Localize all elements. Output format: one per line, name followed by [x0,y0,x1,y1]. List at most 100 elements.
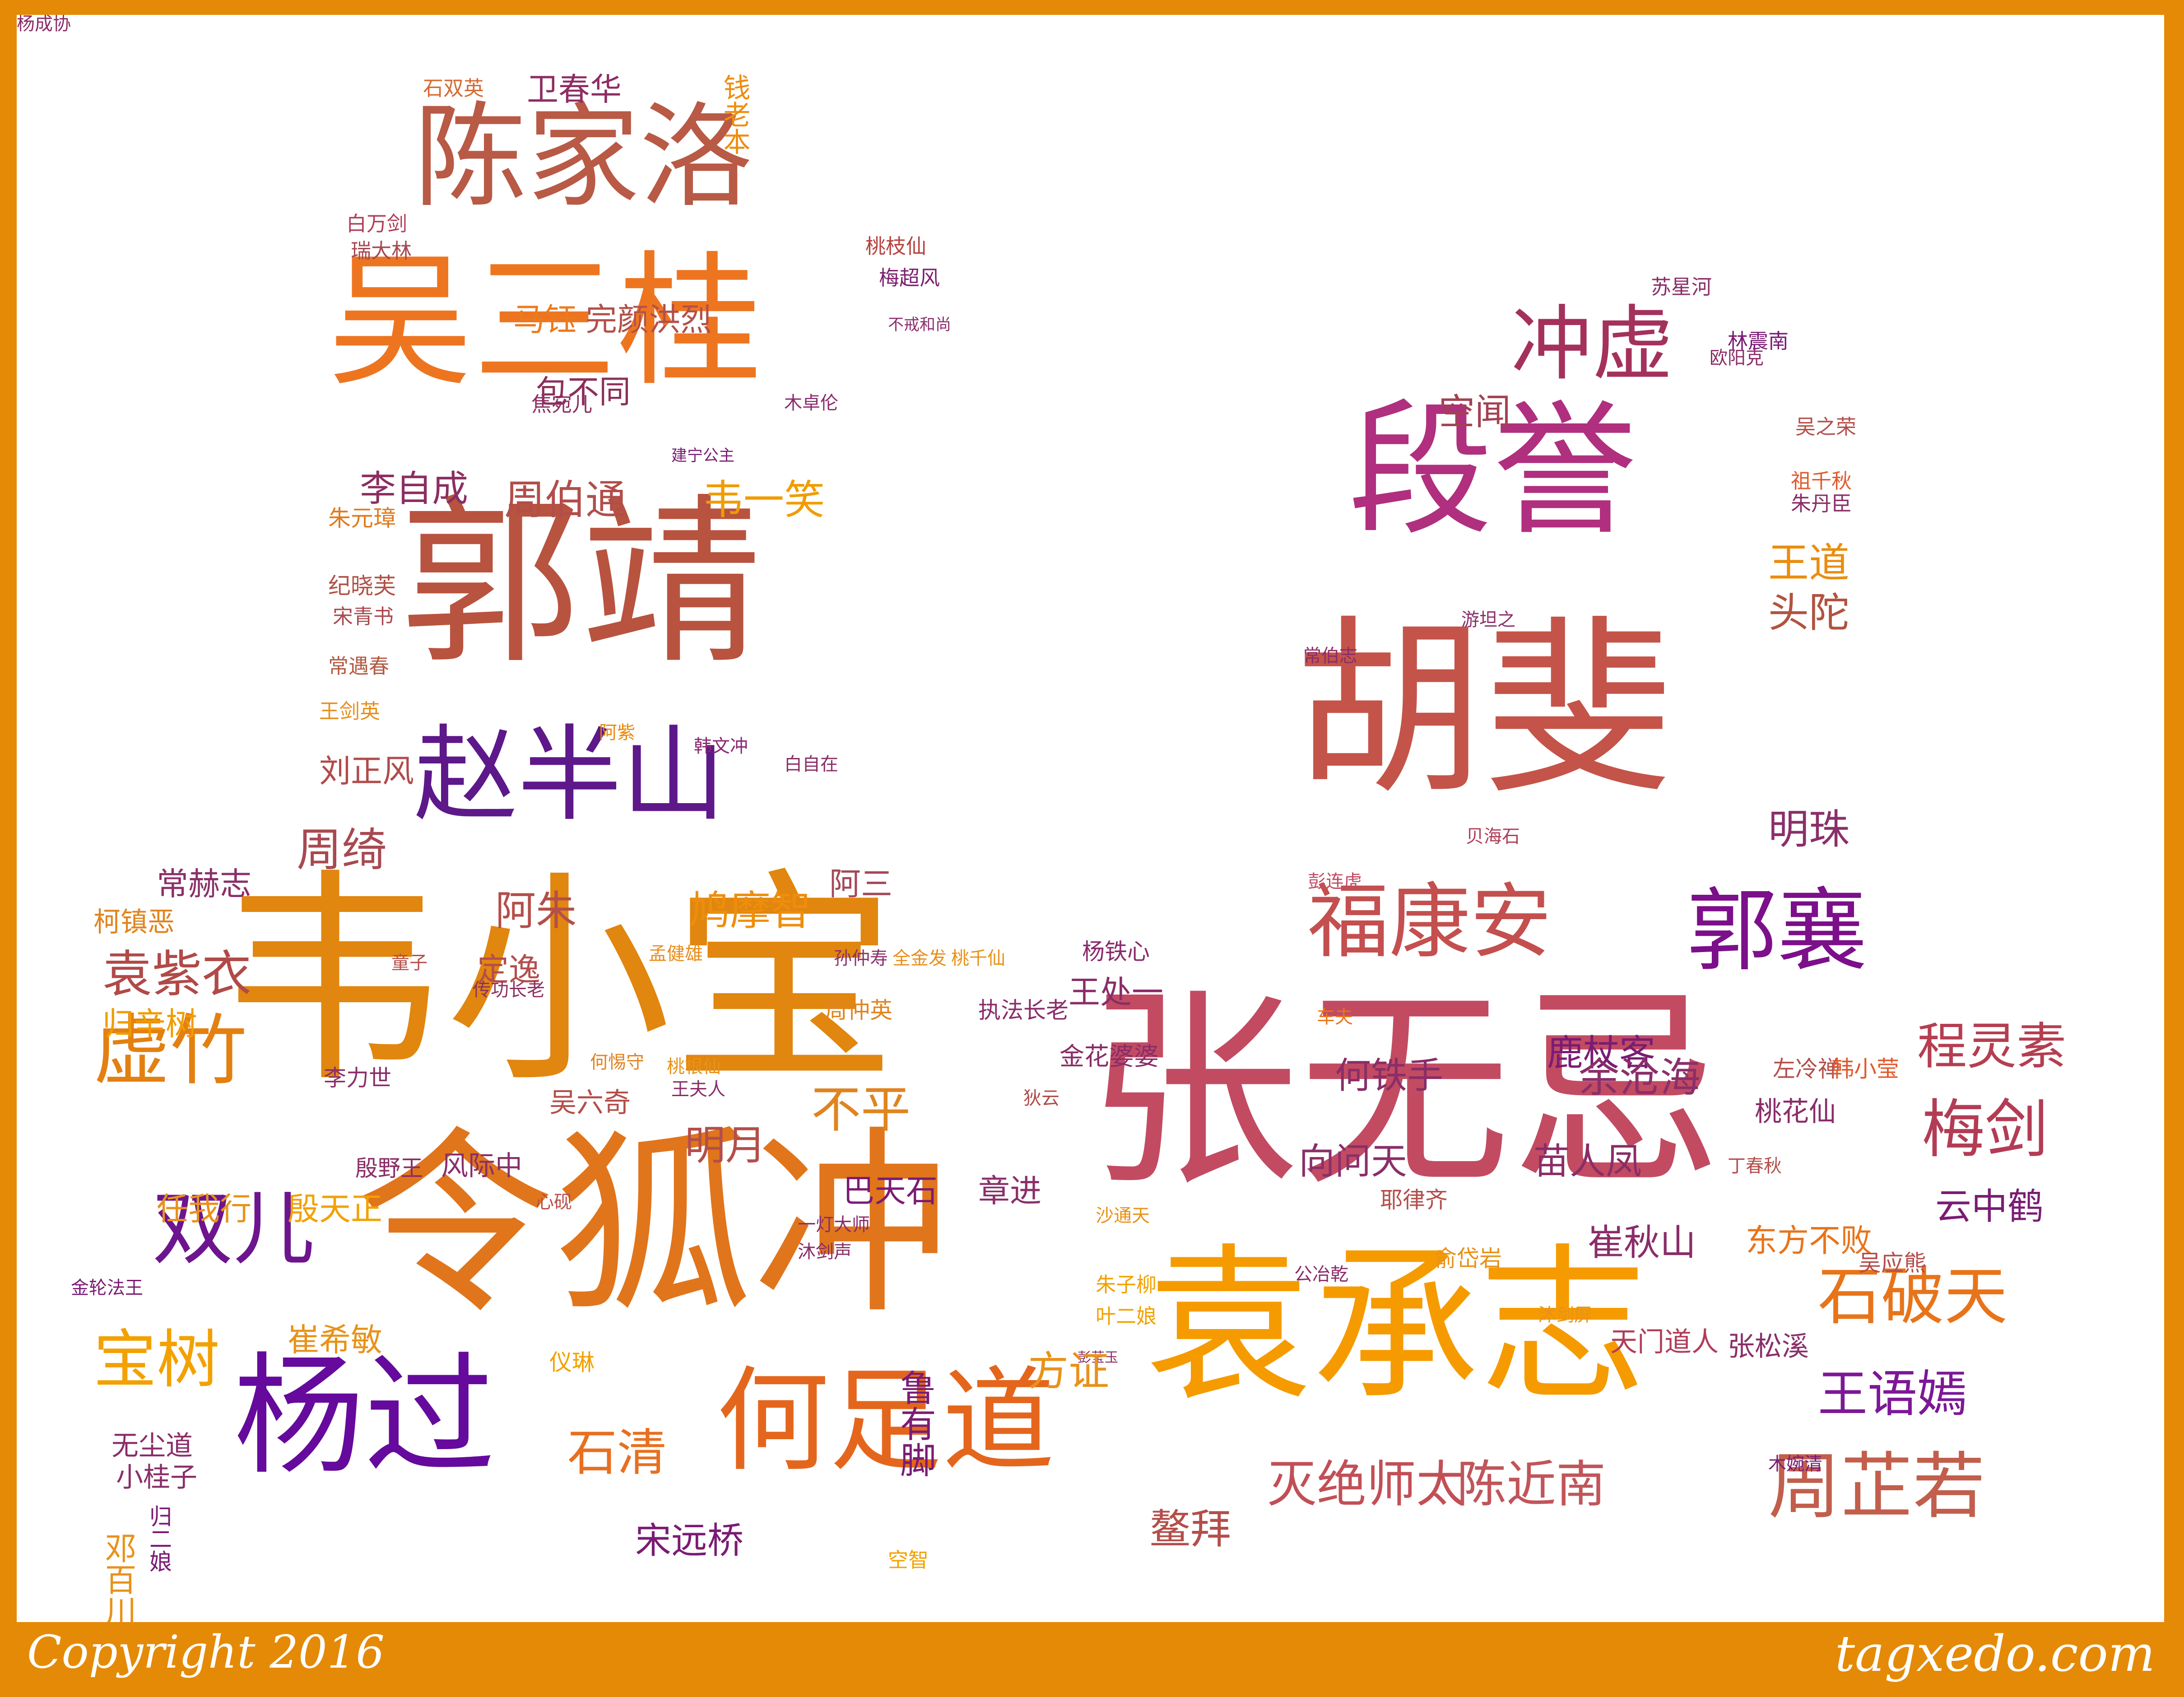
word-61: 阿三 [829,865,892,902]
word-4: 胡斐 [1294,600,1673,820]
word-1: 张无忌 [1087,968,1723,1215]
word-30: 头陀 [1768,589,1849,637]
word-98: 彭莹玉 [1078,1350,1118,1366]
word-120: 车夫 [1317,1007,1353,1027]
word-53: 阿紫 [599,722,635,743]
word-118: 鹿杖客 [1547,1032,1655,1074]
word-129: 耶律齐 [1380,1187,1448,1213]
word-57: 柯镇恶 [93,907,175,938]
word-106: 鳌拜 [1150,1506,1231,1553]
word-85: 任我行 [157,1190,251,1227]
word-88: 巴天石 [843,1172,938,1209]
word-123: 左冷禅 [1773,1056,1840,1082]
word-83: 殷野王 [355,1155,423,1181]
word-102: 小桂子 [116,1462,197,1493]
word-7: 段誉 [1348,387,1637,555]
word-52: 周绮 [297,823,387,876]
word-86: 殷天正 [288,1190,382,1227]
word-128: 丁春秋 [1728,1156,1782,1176]
word-95: 叶二娘 [1096,1304,1157,1328]
word-100: 方证 [1028,1348,1109,1395]
word-134: 东方不败 [1746,1222,1872,1259]
word-45: 建宁公主 [671,447,735,465]
word-60: 鸠摩智 [689,887,811,935]
word-2: 令狐冲 [355,1109,951,1340]
word-20: 宝树 [93,1323,220,1397]
word-5: 郭靖 [400,479,762,688]
word-110: 欧阳克 [1710,348,1764,368]
word-133: 崔秋山 [1588,1222,1696,1264]
word-122: 余沧海 [1579,1054,1701,1102]
word-125: 桃花仙 [1755,1096,1836,1128]
word-38: 白万剑 [346,212,408,236]
word-76: 桃根仙 [667,1056,721,1077]
word-111: 吴之荣 [1795,415,1857,439]
word-37: 石双英 [423,76,484,100]
word-22: 陈近南 [1457,1455,1606,1513]
word-75: 何惕守 [590,1052,644,1073]
word-40: 桃枝仙 [865,234,927,258]
word-69: 杨铁心 [1082,939,1150,965]
word-101: 无尘道 [112,1430,193,1462]
word-79: 吴六奇 [549,1087,631,1119]
word-51: 刘正风 [319,753,414,790]
word-135: 吴应熊 [1859,1250,1926,1276]
word-17: 周芷若 [1768,1444,1985,1529]
word-34: 包不同 [536,373,631,410]
word-68: 桃千仙 [951,948,1005,969]
word-0: 韦小宝 [220,850,897,1112]
copyright-text: Copyright 2016 [27,1626,385,1678]
word-cloud-canvas: 韦小宝 张无忌 令狐冲 袁承志 胡斐 郭靖 吴三桂 段誉 陈家洛 杨过 何足道 赵半山 福康安 郭襄 冲虚双… [17,15,2164,1622]
word-139: 木婉清 [1768,1454,1822,1474]
word-103: 归二娘 [146,1505,172,1572]
word-113: 朱丹臣 [1791,492,1852,516]
word-42: 不戒和尚 [888,316,952,334]
word-114: 游坦之 [1461,609,1515,630]
word-49: 常遇春 [328,654,390,678]
word-108: 苏星河 [1651,275,1712,299]
word-13: 郭襄 [1687,879,1868,984]
word-104: 邓百川 [100,1532,137,1622]
word-26: 周伯通 [504,476,626,524]
word-59: 阿朱 [495,887,576,935]
word-99: 鲁有脚 [894,1369,936,1478]
word-56: 常赫志 [157,865,251,902]
word-9: 杨过 [233,1340,495,1492]
word-25: 石清 [567,1424,667,1482]
word-71: 归辛树 [102,1005,197,1042]
word-93: 金轮法王 [71,1278,143,1298]
word-115: 常伯志 [1303,646,1357,666]
word-39: 瑞大林 [351,239,412,263]
brand-text: tagxedo.com [1835,1625,2155,1683]
word-130: 云中鹤 [1935,1186,2044,1227]
word-44: 木卓伦 [784,393,838,414]
word-3: 袁承志 [1145,1229,1646,1423]
word-65: 孟健雄 [649,944,703,964]
word-19: 梅剑 [1922,1093,2049,1167]
word-36: 钱老本 [719,74,750,155]
word-12: 福康安 [1308,875,1552,969]
word-28: 韦一笑 [703,476,825,524]
word-77: 王夫人 [671,1079,725,1100]
word-80: 不平 [811,1081,911,1139]
word-50: 王剑英 [319,699,381,723]
word-119: 明珠 [1768,806,1849,853]
word-8: 陈家洛 [414,91,753,223]
word-11: 赵半山 [414,715,726,836]
word-91: 沙通天 [1096,1205,1150,1226]
word-105: 宋远桥 [635,1520,743,1562]
word-97: 仪琳 [549,1349,595,1376]
word-32: 马钰 [513,301,576,338]
word-82: 狄云 [1023,1088,1059,1109]
word-6: 吴三桂 [328,238,762,406]
word-94: 朱子柳 [1096,1273,1157,1297]
word-117: 彭连虎 [1308,871,1362,892]
word-55: 白自在 [784,754,838,775]
word-27: 李自成 [360,468,468,510]
word-116: 贝海石 [1466,826,1520,847]
word-124: 韩小莹 [1831,1056,1899,1082]
word-107: 空智 [888,1548,929,1572]
word-70: 王处一 [1069,974,1163,1011]
word-81: 明月 [685,1122,766,1169]
word-127: 苗人凤 [1533,1140,1642,1182]
